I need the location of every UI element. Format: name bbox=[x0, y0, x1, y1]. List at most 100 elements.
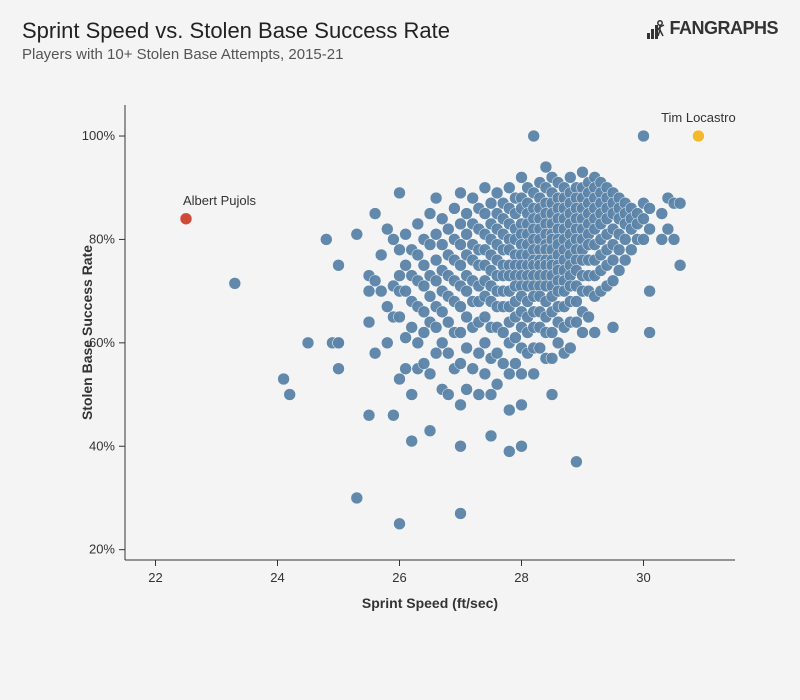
data-point bbox=[479, 337, 491, 349]
data-point bbox=[333, 337, 345, 349]
data-point bbox=[455, 259, 467, 271]
data-point bbox=[412, 218, 424, 230]
data-point bbox=[406, 321, 418, 333]
data-point bbox=[400, 332, 412, 344]
data-point bbox=[461, 342, 473, 354]
data-point bbox=[363, 409, 375, 421]
data-point bbox=[467, 363, 479, 375]
annotation-label: Tim Locastro bbox=[661, 110, 736, 125]
data-point bbox=[497, 327, 509, 339]
annotation-label: Albert Pujols bbox=[183, 193, 256, 208]
data-point bbox=[412, 337, 424, 349]
data-point bbox=[583, 311, 595, 323]
data-point bbox=[479, 208, 491, 220]
data-point bbox=[570, 456, 582, 468]
data-point bbox=[455, 301, 467, 313]
data-point bbox=[400, 363, 412, 375]
data-point bbox=[613, 244, 625, 256]
data-point bbox=[442, 389, 454, 401]
data-point bbox=[430, 254, 442, 266]
data-point bbox=[430, 228, 442, 240]
data-point bbox=[461, 228, 473, 240]
data-point bbox=[430, 275, 442, 287]
data-point bbox=[546, 327, 558, 339]
data-point bbox=[485, 197, 497, 209]
data-point bbox=[461, 285, 473, 297]
data-point bbox=[570, 316, 582, 328]
data-point bbox=[400, 285, 412, 297]
data-point bbox=[503, 182, 515, 194]
data-point bbox=[455, 327, 467, 339]
data-point bbox=[406, 435, 418, 447]
data-point bbox=[424, 208, 436, 220]
data-point bbox=[418, 259, 430, 271]
highlight-point bbox=[692, 130, 704, 142]
data-point bbox=[387, 233, 399, 245]
data-point bbox=[516, 368, 528, 380]
data-point bbox=[320, 233, 332, 245]
data-point bbox=[455, 187, 467, 199]
data-point bbox=[430, 347, 442, 359]
data-point bbox=[394, 244, 406, 256]
brand-logo: FANGRAPHS bbox=[647, 18, 778, 39]
svg-text:24: 24 bbox=[270, 570, 284, 585]
chart-container: Sprint Speed vs. Stolen Base Success Rat… bbox=[0, 0, 800, 700]
data-point bbox=[302, 337, 314, 349]
data-point bbox=[394, 311, 406, 323]
data-point bbox=[607, 275, 619, 287]
data-point bbox=[509, 332, 521, 344]
data-point bbox=[473, 389, 485, 401]
data-point bbox=[497, 358, 509, 370]
data-point bbox=[455, 239, 467, 251]
data-point bbox=[516, 440, 528, 452]
data-point bbox=[363, 316, 375, 328]
data-point bbox=[503, 368, 515, 380]
fangraphs-icon bbox=[647, 19, 665, 39]
data-point bbox=[656, 208, 668, 220]
data-point bbox=[528, 130, 540, 142]
data-point bbox=[613, 264, 625, 276]
data-point bbox=[455, 399, 467, 411]
data-point bbox=[503, 404, 515, 416]
svg-text:26: 26 bbox=[392, 570, 406, 585]
data-point bbox=[448, 202, 460, 214]
data-point bbox=[461, 383, 473, 395]
data-point bbox=[644, 202, 656, 214]
data-point bbox=[284, 389, 296, 401]
data-point bbox=[455, 440, 467, 452]
data-point bbox=[619, 233, 631, 245]
svg-text:22: 22 bbox=[148, 570, 162, 585]
data-point bbox=[412, 249, 424, 261]
data-point bbox=[375, 249, 387, 261]
data-point bbox=[436, 213, 448, 225]
data-point bbox=[351, 228, 363, 240]
data-point bbox=[394, 187, 406, 199]
data-point bbox=[662, 223, 674, 235]
data-point bbox=[436, 239, 448, 251]
data-point bbox=[644, 327, 656, 339]
data-point bbox=[485, 389, 497, 401]
data-point bbox=[552, 337, 564, 349]
data-point bbox=[442, 223, 454, 235]
data-point bbox=[577, 327, 589, 339]
data-point bbox=[442, 316, 454, 328]
data-point bbox=[564, 342, 576, 354]
data-point bbox=[668, 233, 680, 245]
data-point bbox=[509, 358, 521, 370]
data-point bbox=[351, 492, 363, 504]
data-point bbox=[479, 368, 491, 380]
data-point bbox=[546, 352, 558, 364]
data-point bbox=[381, 337, 393, 349]
svg-text:40%: 40% bbox=[89, 438, 115, 453]
svg-text:Sprint Speed (ft/sec): Sprint Speed (ft/sec) bbox=[362, 595, 498, 611]
data-point bbox=[528, 368, 540, 380]
data-point bbox=[656, 233, 668, 245]
data-point bbox=[424, 290, 436, 302]
data-point bbox=[424, 239, 436, 251]
data-point bbox=[491, 347, 503, 359]
data-point bbox=[394, 518, 406, 530]
data-point bbox=[418, 358, 430, 370]
data-point bbox=[607, 254, 619, 266]
data-point bbox=[503, 445, 515, 457]
data-point bbox=[387, 409, 399, 421]
